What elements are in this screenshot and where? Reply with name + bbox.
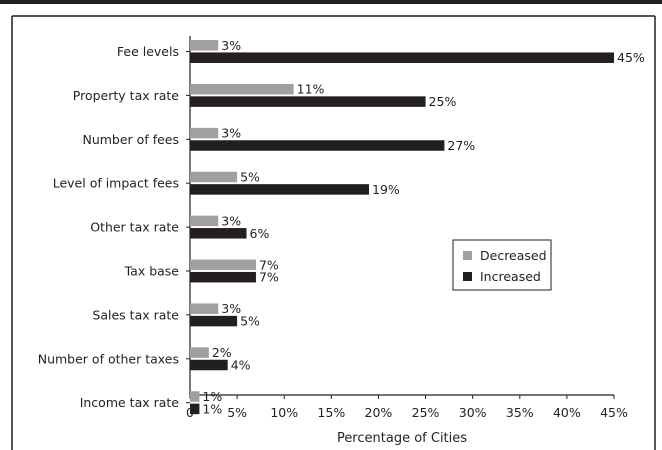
x-tick-label: 30%	[459, 405, 487, 420]
bar-decreased	[190, 259, 256, 271]
x-tick-label: 15%	[317, 405, 345, 420]
bar-decreased	[190, 347, 209, 358]
bar-increased	[190, 359, 228, 371]
y-tick-label: Income tax rate	[80, 395, 180, 410]
data-label-increased: 4%	[231, 358, 251, 373]
legend-label: Increased	[480, 269, 541, 284]
bar-decreased	[190, 391, 200, 402]
data-label-increased: 25%	[429, 94, 457, 109]
x-axis-title: Percentage of Cities	[337, 431, 467, 446]
bar-increased	[190, 140, 445, 151]
x-tick-label: 45%	[600, 405, 628, 420]
x-tick-label: 10%	[270, 405, 298, 420]
y-tick-label: Fee levels	[117, 44, 179, 59]
bar-increased	[190, 52, 614, 63]
data-label-decreased: 3%	[221, 213, 241, 228]
data-label-decreased: 7%	[259, 257, 279, 272]
data-label-increased: 27%	[447, 138, 475, 153]
data-label-decreased: 3%	[221, 126, 241, 141]
y-tick-label: Other tax rate	[90, 220, 179, 235]
bar-increased	[190, 403, 200, 415]
data-label-increased: 5%	[240, 314, 260, 329]
data-label-decreased: 2%	[212, 345, 232, 360]
bar-decreased	[190, 83, 294, 95]
x-tick-label: 20%	[365, 405, 393, 420]
y-tick-label: Sales tax rate	[92, 307, 179, 322]
legend-swatch	[463, 251, 472, 260]
bar-decreased	[190, 171, 238, 183]
y-tick-label: Tax base	[124, 264, 180, 279]
x-tick-label: 25%	[412, 405, 440, 420]
x-tick-label: 5%	[227, 405, 247, 420]
y-tick-label: Number of fees	[82, 132, 179, 147]
data-label-decreased: 3%	[221, 301, 241, 316]
x-tick-label: 40%	[553, 405, 581, 420]
data-label-decreased: 1%	[202, 389, 222, 404]
legend-label: Decreased	[480, 248, 547, 263]
data-label-increased: 6%	[250, 226, 270, 241]
legend-swatch	[463, 272, 472, 281]
bar-increased	[190, 271, 256, 283]
bar-decreased	[190, 215, 219, 227]
y-tick-label: Property tax rate	[73, 88, 179, 103]
bar-decreased	[190, 303, 219, 314]
bar-increased	[190, 96, 426, 107]
data-label-increased: 19%	[372, 182, 400, 197]
bar-increased	[190, 315, 238, 327]
bar-decreased	[190, 127, 219, 139]
data-label-decreased: 5%	[240, 170, 260, 185]
top-rule	[0, 0, 662, 4]
y-tick-label: Number of other taxes	[38, 351, 179, 366]
data-label-increased: 45%	[617, 50, 645, 65]
bar-decreased	[190, 40, 219, 51]
data-label-decreased: 11%	[297, 82, 325, 97]
bar-increased	[190, 184, 370, 195]
legend-box	[452, 239, 552, 291]
y-tick-label: Level of impact fees	[53, 176, 179, 191]
data-label-decreased: 3%	[221, 38, 241, 53]
bar-increased	[190, 228, 247, 239]
data-label-increased: 7%	[259, 270, 279, 285]
x-tick-label: 35%	[506, 405, 534, 420]
data-label-increased: 1%	[202, 401, 222, 416]
